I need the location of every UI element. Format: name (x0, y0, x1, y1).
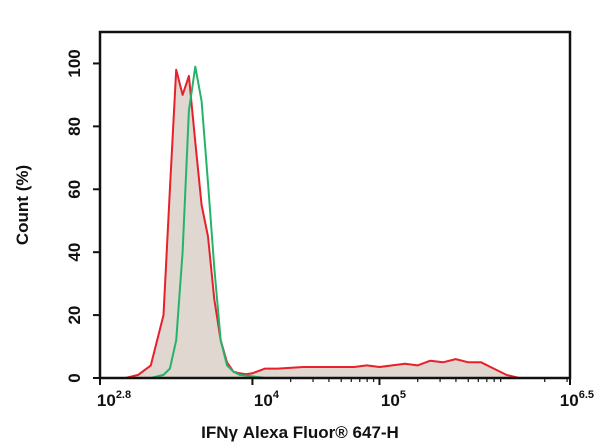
series-1-line (125, 68, 520, 379)
y-tick-label: 0 (65, 373, 84, 382)
plot-frame (98, 30, 572, 380)
y-tick-label: 40 (65, 243, 84, 262)
series-1-fill (125, 69, 520, 378)
x-tick-label: 106.5 (560, 389, 594, 410)
x-axis-title: IFNγ Alexa Fluor® 647-H (201, 423, 399, 442)
x-axis-ticks: 102.8 104 105 106.5 (97, 378, 594, 410)
x-tick-label: 104 (254, 389, 280, 410)
x-tick-label: 102.8 (97, 389, 131, 410)
y-tick-label: 60 (65, 180, 84, 199)
y-tick-label: 80 (65, 117, 84, 136)
y-tick-label: 20 (65, 306, 84, 325)
plot-series (125, 65, 520, 379)
series-2-line (150, 65, 266, 379)
y-axis-ticks: 0 20 40 60 80 100 (65, 49, 100, 383)
y-axis-title: Count (%) (13, 165, 32, 245)
x-tick-label: 105 (381, 389, 406, 410)
y-tick-label: 100 (65, 49, 84, 77)
